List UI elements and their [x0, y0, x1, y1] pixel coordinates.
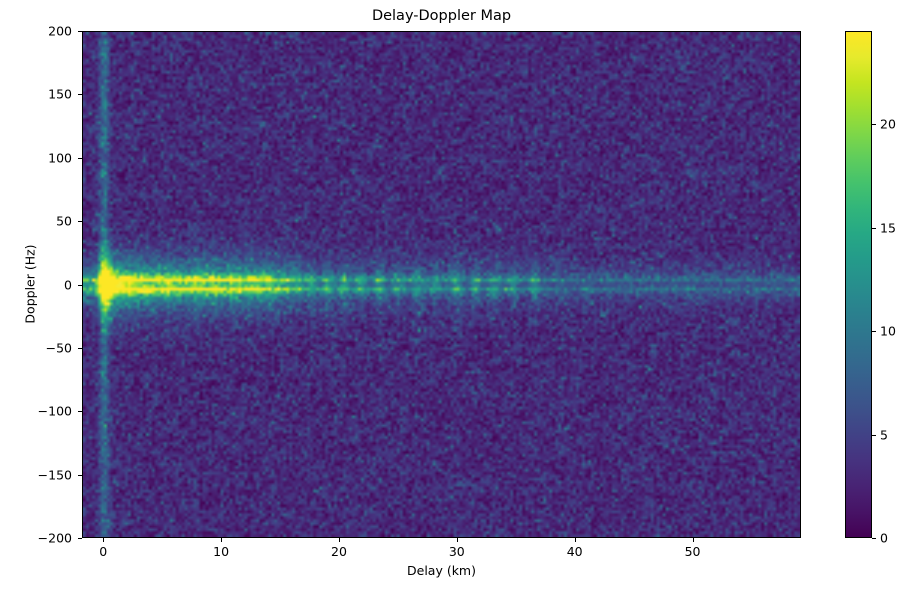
y-tick-mark	[78, 411, 82, 413]
heatmap-axes	[82, 31, 801, 538]
colorbar-tick-mark	[872, 434, 876, 436]
y-axis-label: Doppler (Hz)	[22, 244, 38, 324]
y-tick-mark	[78, 474, 82, 476]
x-axis-label: Delay (km)	[407, 563, 476, 578]
delay-doppler-heatmap	[83, 32, 800, 537]
x-tick-label: 0	[99, 544, 108, 559]
y-tick-label: −200	[37, 530, 72, 546]
x-tick-mark	[456, 538, 458, 542]
x-tick-label: 20	[331, 544, 347, 559]
y-tick-mark	[78, 284, 82, 286]
y-tick-mark	[78, 31, 82, 32]
y-tick-label: −50	[45, 340, 72, 356]
y-tick-label: 200	[48, 23, 72, 39]
colorbar-tick-label: 10	[880, 323, 896, 339]
x-tick-mark	[692, 538, 694, 542]
y-tick-label: 150	[48, 86, 72, 102]
colorbar-tick-label: 20	[880, 116, 896, 132]
y-tick-label: 50	[56, 213, 72, 229]
colorbar-tick-mark	[872, 124, 876, 126]
page-title: Delay-Doppler Map	[371, 8, 512, 24]
colorbar	[845, 31, 872, 538]
y-tick-mark	[78, 347, 82, 349]
y-tick-mark	[78, 157, 82, 159]
x-tick-label: 50	[684, 544, 701, 559]
x-tick-label: 10	[213, 544, 230, 559]
y-tick-label: 100	[48, 150, 72, 166]
y-tick-label: 0	[64, 277, 72, 292]
colorbar-tick-mark	[872, 538, 876, 539]
colorbar-gradient	[846, 32, 871, 537]
colorbar-tick-mark	[872, 227, 876, 229]
y-tick-mark	[78, 94, 82, 96]
colorbar-tick-label: 0	[880, 530, 888, 546]
y-tick-mark	[78, 221, 82, 223]
colorbar-tick-label: 15	[880, 220, 896, 236]
x-tick-mark	[103, 538, 105, 542]
y-tick-label: −100	[37, 403, 72, 419]
x-tick-label: 40	[566, 544, 583, 559]
colorbar-tick-mark	[872, 331, 876, 333]
x-tick-mark	[338, 538, 340, 542]
x-tick-label: 30	[448, 544, 465, 559]
colorbar-tick-label: 5	[880, 427, 888, 443]
y-tick-mark	[78, 538, 82, 539]
x-tick-mark	[221, 538, 223, 542]
x-tick-mark	[574, 538, 576, 542]
y-tick-label: −150	[37, 467, 72, 483]
